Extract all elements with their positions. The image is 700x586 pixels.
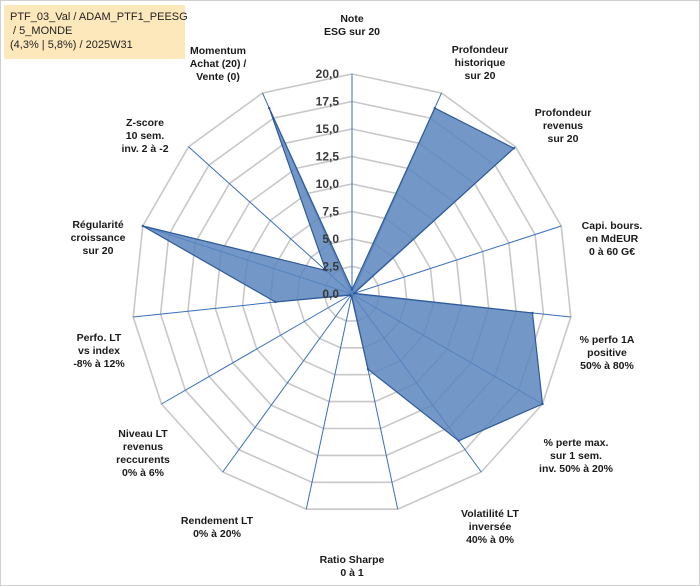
radial-tick-label: 12,5 bbox=[316, 150, 340, 164]
grid-ring bbox=[241, 183, 463, 403]
axis-label: Z-score 10 sem. inv. 2 à -2 bbox=[121, 117, 168, 155]
axis-label-line: historique bbox=[455, 57, 506, 69]
radial-tick-label: 5,0 bbox=[322, 232, 339, 246]
radial-tick-label: 2,5 bbox=[322, 260, 339, 274]
axis-label: Momentum Achat (20) / Vente (0) bbox=[190, 45, 247, 83]
data-point bbox=[350, 288, 354, 291]
axis-label-line: vs index bbox=[78, 345, 120, 357]
axis-label-line: reccurents bbox=[116, 454, 170, 466]
data-point bbox=[268, 106, 271, 110]
data-point bbox=[366, 368, 370, 371]
radial-tick-label: 7,5 bbox=[322, 205, 339, 219]
data-point bbox=[141, 224, 144, 228]
axis-label-line: -8% à 12% bbox=[73, 358, 125, 370]
data-point bbox=[457, 439, 460, 442]
axis-label-line: Z-score bbox=[126, 117, 164, 129]
axis-label: Perfo. LT vs index -8% à 12% bbox=[73, 332, 125, 370]
axis-label-line: 0 à 60 G€ bbox=[589, 246, 635, 258]
axis-spoke bbox=[161, 293, 353, 405]
axis-label-line: Régularité bbox=[72, 219, 124, 231]
axis-spoke bbox=[222, 293, 353, 473]
axis-label-line: revenus bbox=[543, 120, 583, 132]
axis-label: Profondeur historique sur 20 bbox=[452, 44, 509, 82]
axis-label-line: revenus bbox=[123, 441, 163, 453]
axis-label: % perte max. sur 1 sem. inv. 50% à 20% bbox=[539, 437, 614, 475]
series-area bbox=[142, 107, 544, 442]
axis-label-line: croissance bbox=[71, 232, 126, 244]
axis-spoke bbox=[351, 225, 562, 295]
axis-label: Capi. bours. en MdEUR 0 à 60 G€ bbox=[582, 220, 643, 258]
data-point bbox=[352, 292, 356, 295]
axis-label-line: Profondeur bbox=[535, 107, 592, 119]
grid-ring bbox=[269, 210, 435, 376]
axis-label-line: 50% à 80% bbox=[580, 360, 634, 372]
axis-label-line: ESG sur 20 bbox=[324, 26, 380, 38]
axis-label-line: Volatilité LT bbox=[461, 508, 520, 520]
radial-tick-label: 20,0 bbox=[316, 67, 340, 81]
axis-label-line: % perfo 1A bbox=[580, 334, 635, 346]
axis-label-line: 0% à 20% bbox=[193, 528, 242, 540]
grid-ring bbox=[159, 100, 545, 484]
data-point bbox=[433, 106, 436, 110]
portfolio-title-box: PTF_03_Val / ADAM_PTF1_PEESG / 5_MONDE (… bbox=[4, 5, 188, 59]
radial-tick-label: 0,0 bbox=[322, 287, 339, 301]
axis-label-line: inversée bbox=[469, 521, 512, 533]
axis-label-line: sur 20 bbox=[83, 245, 114, 257]
axis-label-line: 40% à 0% bbox=[466, 534, 515, 546]
axis-label-line: 0% à 6% bbox=[122, 467, 165, 479]
axis-label-line: en MdEUR bbox=[586, 233, 639, 245]
data-point bbox=[274, 300, 277, 304]
axis-label-line: Note bbox=[340, 13, 363, 25]
axis-label-line: inv. 50% à 20% bbox=[539, 463, 614, 475]
axis-label-line: Achat (20) / bbox=[190, 58, 247, 70]
title-line-2: / 5_MONDE bbox=[10, 25, 73, 37]
axis-label-line: Niveau LT bbox=[118, 428, 168, 440]
axis-label: Volatilité LT inversée 40% à 0% bbox=[461, 508, 520, 546]
grid-ring bbox=[214, 155, 490, 430]
axis-label-line: inv. 2 à -2 bbox=[121, 143, 168, 155]
radial-tick-label: 17,5 bbox=[316, 95, 340, 109]
data-point bbox=[324, 269, 327, 272]
grid-ring bbox=[187, 128, 517, 457]
axis-label-line: sur 1 sem. bbox=[550, 450, 602, 462]
axis-spoke bbox=[188, 146, 353, 295]
radial-tick-label: 10,0 bbox=[316, 177, 340, 191]
axis-spoke bbox=[305, 293, 353, 510]
axis-label-line: sur 20 bbox=[465, 70, 496, 82]
axis-label: % perfo 1A positive 50% à 80% bbox=[580, 334, 635, 372]
axis-label: Note ESG sur 20 bbox=[324, 13, 380, 38]
axis-label: Ratio Sharpe 0 à 1 bbox=[320, 554, 385, 579]
data-point bbox=[531, 311, 534, 315]
axis-label-line: Profondeur bbox=[452, 44, 509, 56]
axis-label-line: Ratio Sharpe bbox=[320, 554, 385, 566]
axis-label-line: % perte max. bbox=[544, 437, 609, 449]
axis-label: Profondeur revenus sur 20 bbox=[535, 107, 592, 145]
axis-label-line: Capi. bours. bbox=[582, 220, 643, 232]
axis-label-line: Rendement LT bbox=[181, 515, 254, 527]
axis-label-line: positive bbox=[587, 347, 627, 359]
axis-label-line: 0 à 1 bbox=[340, 567, 364, 579]
data-point bbox=[348, 293, 352, 297]
axis-label-line: sur 20 bbox=[548, 133, 579, 145]
axis-label-line: Momentum bbox=[190, 45, 246, 57]
title-line-1: PTF_03_Val / ADAM_PTF1_PEESG bbox=[10, 11, 188, 23]
axis-label: Rendement LT 0% à 20% bbox=[181, 515, 254, 540]
axis-label-line: Perfo. LT bbox=[77, 332, 122, 344]
radial-tick-label: 15,0 bbox=[316, 122, 340, 136]
data-point bbox=[512, 147, 516, 150]
axis-label: Régularité croissance sur 20 bbox=[71, 219, 126, 257]
data-point bbox=[541, 402, 544, 406]
axis-label: Niveau LT revenus reccurents 0% à 6% bbox=[116, 428, 170, 479]
grid-ring bbox=[132, 73, 572, 511]
title-line-3: (4,3% | 5,8%) / 2025W31 bbox=[10, 39, 133, 51]
axis-label-line: Vente (0) bbox=[196, 71, 240, 83]
axis-label-line: 10 sem. bbox=[126, 130, 165, 142]
